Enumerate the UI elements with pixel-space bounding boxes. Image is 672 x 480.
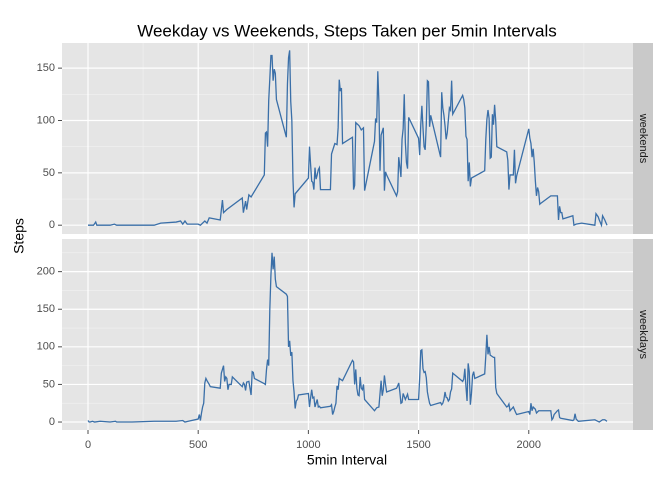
panel-background <box>62 43 633 234</box>
y-tick-label: 150 <box>37 62 55 74</box>
x-axis-label: 5min Interval <box>307 452 387 468</box>
y-axis-label: Steps <box>11 218 27 254</box>
data-line <box>88 50 608 228</box>
facet-label: weekends <box>637 113 649 164</box>
x-tick-label: 1500 <box>406 439 430 451</box>
y-tick-label: 50 <box>43 167 55 179</box>
facet-label: weekdays <box>637 309 649 359</box>
y-tick-label: 0 <box>49 416 55 428</box>
x-tick-label: 1000 <box>296 439 320 451</box>
y-tick-label: 100 <box>37 114 55 126</box>
x-tick-label: 2000 <box>517 439 541 451</box>
chart-title: Weekday vs Weekends, Steps Taken per 5mi… <box>137 21 557 40</box>
y-tick-label: 150 <box>37 303 55 315</box>
y-tick-label: 200 <box>37 266 55 278</box>
y-tick-label: 0 <box>49 219 55 231</box>
x-tick-label: 0 <box>85 439 91 451</box>
x-tick-label: 500 <box>189 439 207 451</box>
facet-strip <box>633 43 653 234</box>
panel-background <box>62 239 633 430</box>
y-tick-label: 50 <box>43 378 55 390</box>
data-line <box>87 252 608 423</box>
y-tick-label: 100 <box>37 341 55 353</box>
facet-strip <box>633 239 653 430</box>
